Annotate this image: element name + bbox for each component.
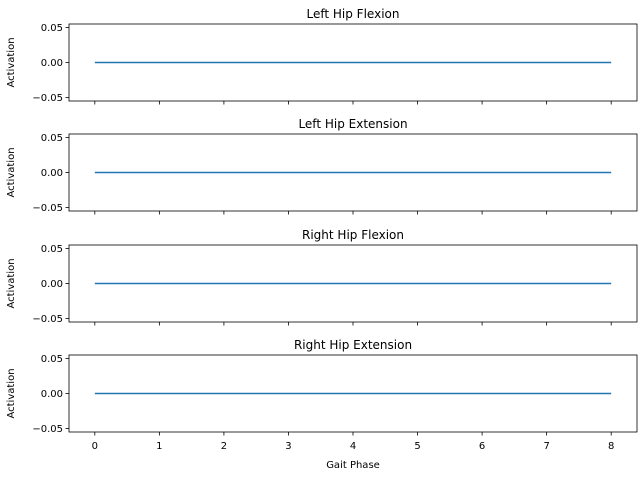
x-axis-label: Gait Phase bbox=[326, 460, 380, 471]
y-tick-label: 0.00 bbox=[41, 58, 63, 69]
y-tick-label: 0.00 bbox=[41, 279, 63, 290]
subplot-title: Left Hip Flexion bbox=[307, 7, 400, 21]
y-tick-label: 0.05 bbox=[41, 244, 63, 255]
y-tick-label: −0.05 bbox=[32, 314, 63, 325]
x-tick-label: 1 bbox=[156, 441, 162, 452]
subplot-4: Right Hip Extension Activation −0.05 0.00 0.… bbox=[6, 338, 638, 471]
x-tick-label: 8 bbox=[608, 441, 614, 452]
y-tick-label: 0.05 bbox=[41, 23, 63, 34]
subplot-title: Right Hip Flexion bbox=[302, 228, 404, 242]
x-tick-label: 2 bbox=[221, 441, 227, 452]
y-tick-label: −0.05 bbox=[32, 424, 63, 435]
x-tick-label: 4 bbox=[350, 441, 356, 452]
x-tick-label: 6 bbox=[479, 441, 485, 452]
subplot-2: Left Hip Extension Activation −0.05 0.00 0.0… bbox=[6, 117, 638, 215]
y-tick-label: −0.05 bbox=[32, 203, 63, 214]
plot-frame bbox=[68, 23, 638, 102]
y-tick-label: −0.05 bbox=[32, 93, 63, 104]
y-axis-label: Activation bbox=[6, 147, 17, 197]
y-axis-label: Activation bbox=[6, 258, 17, 308]
y-tick-label: 0.00 bbox=[41, 168, 63, 179]
plot-frame bbox=[68, 244, 638, 323]
y-tick-label: 0.05 bbox=[41, 133, 63, 144]
x-tick-label: 3 bbox=[285, 441, 291, 452]
y-tick-label: 0.05 bbox=[41, 354, 63, 365]
y-axis-label: Activation bbox=[6, 368, 17, 418]
subplot-title: Left Hip Extension bbox=[298, 117, 407, 131]
x-tick-label: 0 bbox=[92, 441, 98, 452]
subplot-title: Right Hip Extension bbox=[294, 338, 412, 352]
x-tick-label: 5 bbox=[414, 441, 420, 452]
y-axis-label: Activation bbox=[6, 37, 17, 87]
subplot-1: Left Hip Flexion Activation −0.05 0.00 0.05 bbox=[6, 7, 638, 105]
plot-frame bbox=[68, 354, 638, 433]
subplot-3: Right Hip Flexion Activation −0.05 0.00 0.05 bbox=[6, 228, 638, 326]
y-tick-label: 0.00 bbox=[41, 389, 63, 400]
plot-frame bbox=[68, 133, 638, 212]
x-tick-label: 7 bbox=[543, 441, 549, 452]
